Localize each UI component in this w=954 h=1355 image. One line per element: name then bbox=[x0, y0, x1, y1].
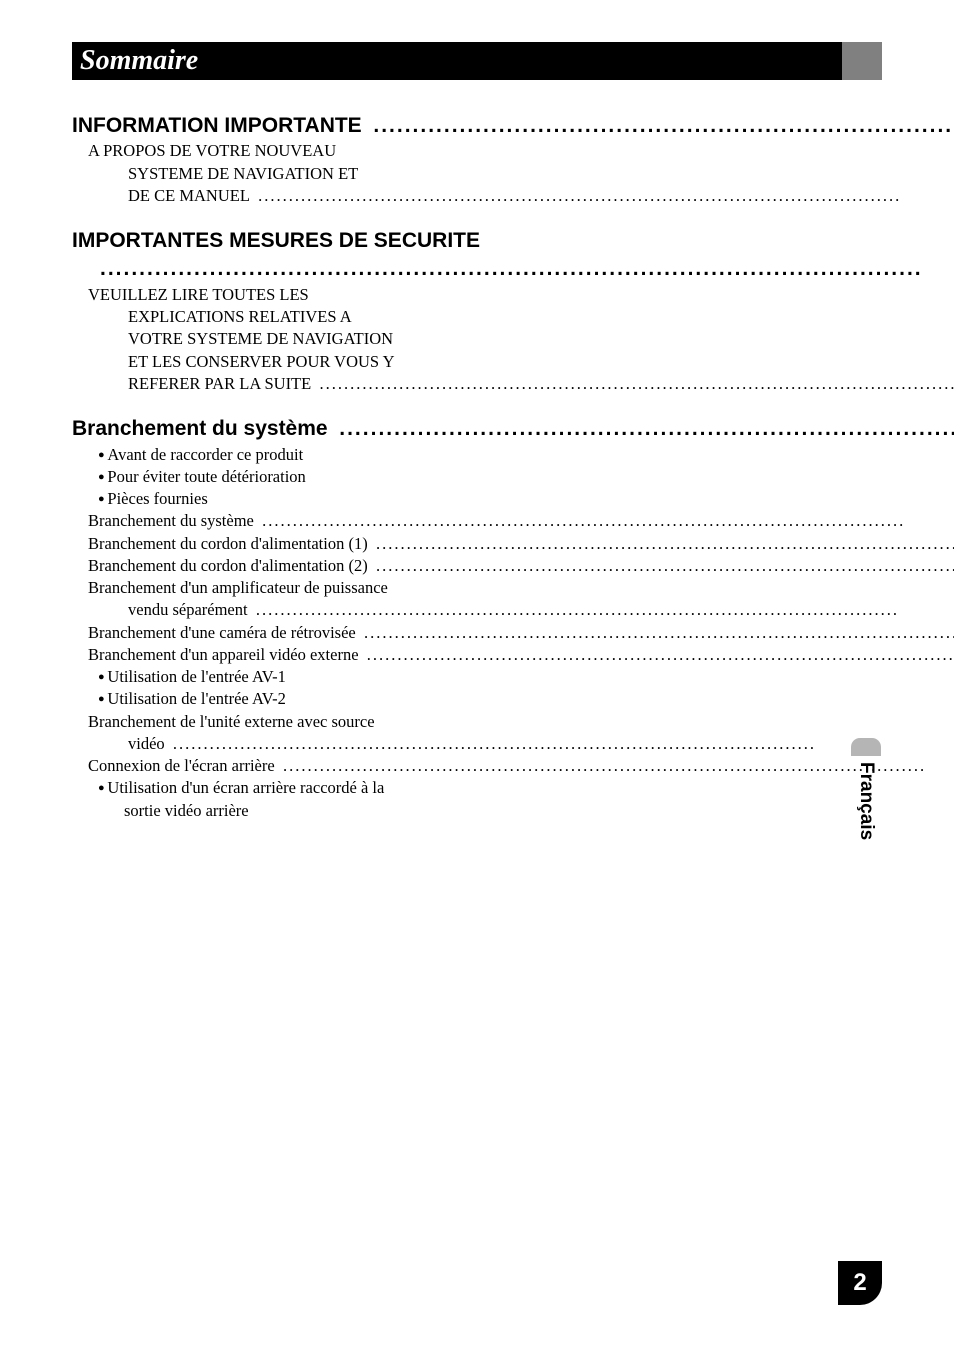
leader-dots: ........................................… bbox=[364, 622, 954, 644]
toc-entry: DE CE MANUEL ...........................… bbox=[72, 185, 954, 207]
entry-text: Connexion de l'écran arrière bbox=[88, 755, 275, 777]
leader-dots: ........................................… bbox=[258, 185, 954, 207]
leader-dots: ........................................… bbox=[100, 255, 954, 283]
entry-text: REFERER PAR LA SUITE bbox=[128, 373, 311, 395]
tab-cap bbox=[851, 738, 881, 756]
section-heading: IMPORTANTES MESURES DE SECURITE bbox=[72, 227, 954, 255]
bullet-item: Pour éviter toute détérioration bbox=[72, 466, 954, 488]
toc-entry: Branchement du cordon d'alimentation (1)… bbox=[72, 533, 954, 555]
section-heading: INFORMATION IMPORTANTE .................… bbox=[72, 112, 954, 140]
entry-cont: ET LES CONSERVER POUR VOUS Y bbox=[72, 351, 954, 373]
bullet-cont: sortie vidéo arrière bbox=[72, 800, 954, 822]
entry-text: Branchement d'une caméra de rétrovisée bbox=[88, 622, 356, 644]
page-number-badge: 2 bbox=[838, 1261, 882, 1305]
toc-entry: A PROPOS DE VOTRE NOUVEAU bbox=[72, 140, 954, 162]
leader-dots: ........................................… bbox=[339, 415, 954, 443]
entry-text: Branchement de l'unité externe avec sour… bbox=[88, 711, 375, 733]
leader-dots: ........................................… bbox=[262, 510, 954, 532]
toc-entry: Branchement d'un appareil vidéo externe … bbox=[72, 644, 954, 666]
leader-dots: ........................................… bbox=[367, 644, 954, 666]
leader-dots: ........................................… bbox=[373, 112, 954, 140]
section-title: Branchement du système bbox=[72, 415, 328, 443]
bullet-item: Utilisation de l'entrée AV-1 bbox=[72, 666, 954, 688]
entry-text: Branchement d'un amplificateur de puissa… bbox=[88, 577, 388, 599]
toc-entry: Branchement d'une caméra de rétrovisée .… bbox=[72, 622, 954, 644]
toc-entry: VEUILLEZ LIRE TOUTES LES bbox=[72, 284, 954, 306]
header-grey-cap bbox=[842, 42, 882, 80]
leader-dots: ........................................… bbox=[173, 733, 954, 755]
entry-cont: VOTRE SYSTEME DE NAVIGATION bbox=[72, 328, 954, 350]
bullet-item: Pièces fournies bbox=[72, 488, 954, 510]
entry-text: A PROPOS DE VOTRE NOUVEAU bbox=[88, 140, 336, 162]
section-title: INFORMATION IMPORTANTE bbox=[72, 112, 362, 140]
toc-content: INFORMATION IMPORTANTE .................… bbox=[72, 112, 882, 822]
entry-text: Branchement d'un appareil vidéo externe bbox=[88, 644, 359, 666]
leader-dots: ........................................… bbox=[256, 599, 954, 621]
bullet-item: Utilisation d'un écran arrière raccordé … bbox=[72, 777, 954, 799]
toc-entry: vidéo ..................................… bbox=[72, 733, 954, 755]
section-title: IMPORTANTES MESURES DE SECURITE bbox=[72, 227, 954, 255]
entry-text: DE CE MANUEL bbox=[128, 185, 250, 207]
entry-cont: SYSTEME DE NAVIGATION ET bbox=[72, 163, 954, 185]
toc-entry: Connexion de l'écran arrière ...........… bbox=[72, 755, 954, 777]
header-band: Sommaire bbox=[72, 42, 882, 80]
toc-entry: Branchement du cordon d'alimentation (2)… bbox=[72, 555, 954, 577]
entry-text: vidéo bbox=[128, 733, 165, 755]
toc-entry: vendu séparément .......................… bbox=[72, 599, 954, 621]
bullet-item: Utilisation de l'entrée AV-2 bbox=[72, 688, 954, 710]
header-title: Sommaire bbox=[80, 45, 198, 77]
entry-text: Branchement du cordon d'alimentation (2) bbox=[88, 555, 368, 577]
leader-dots: ........................................… bbox=[319, 373, 954, 395]
toc-entry: Branchement du système .................… bbox=[72, 510, 954, 532]
entry-text: vendu séparément bbox=[128, 599, 248, 621]
entry-cont: EXPLICATIONS RELATIVES A bbox=[72, 306, 954, 328]
toc-entry: Branchement de l'unité externe avec sour… bbox=[72, 711, 954, 733]
left-column: INFORMATION IMPORTANTE .................… bbox=[72, 112, 954, 822]
entry-text: Branchement du cordon d'alimentation (1) bbox=[88, 533, 368, 555]
leader-dots: ........................................… bbox=[376, 555, 954, 577]
section-heading: Branchement du système .................… bbox=[72, 415, 954, 443]
section-heading-row2: ........................................… bbox=[72, 255, 954, 283]
page-number: 2 bbox=[853, 1269, 866, 1297]
bullet-item: Avant de raccorder ce produit bbox=[72, 444, 954, 466]
entry-text: VEUILLEZ LIRE TOUTES LES bbox=[88, 284, 309, 306]
leader-dots: ........................................… bbox=[376, 533, 954, 555]
toc-entry: REFERER PAR LA SUITE ...................… bbox=[72, 373, 954, 395]
language-tab: Français bbox=[850, 738, 882, 868]
tab-label: Français bbox=[855, 762, 877, 840]
toc-entry: Branchement d'un amplificateur de puissa… bbox=[72, 577, 954, 599]
entry-text: Branchement du système bbox=[88, 510, 254, 532]
